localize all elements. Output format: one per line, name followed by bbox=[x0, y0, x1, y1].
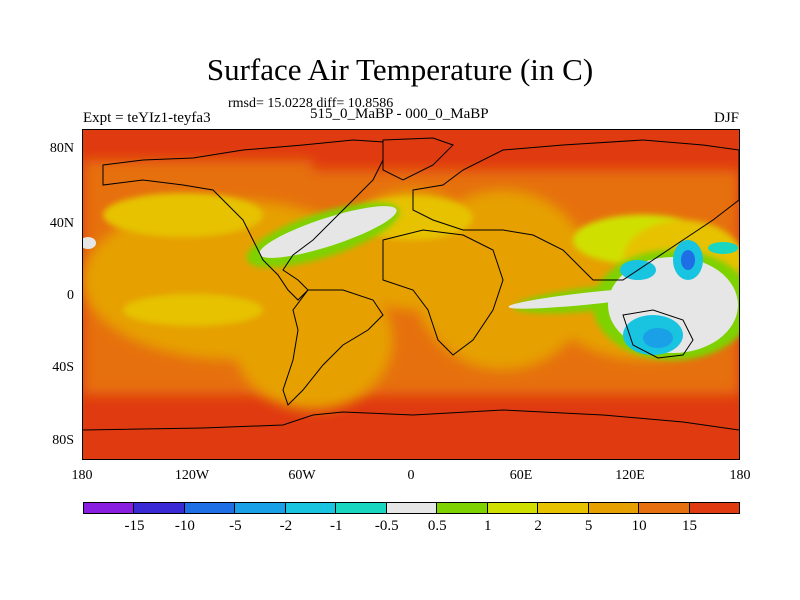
cyan-siberia bbox=[708, 242, 738, 254]
colorbar-label: 10 bbox=[631, 518, 647, 534]
colorbar-swatch bbox=[688, 502, 741, 514]
colorbar-label: 2 bbox=[534, 518, 542, 534]
y-tick-label: 80N bbox=[49, 141, 74, 156]
x-tick-label: 180 bbox=[71, 468, 93, 483]
colorbar bbox=[83, 502, 741, 514]
yellow-pacific-south bbox=[123, 294, 263, 326]
blue-australia bbox=[643, 328, 673, 348]
white-pacific-dot bbox=[83, 237, 96, 249]
colorbar-label: 5 bbox=[584, 518, 593, 534]
coast-eurasia bbox=[412, 139, 739, 281]
gold-south bbox=[233, 270, 393, 410]
colorbar-label: 0.5 bbox=[427, 518, 447, 534]
x-tick-label: 60W bbox=[288, 468, 316, 483]
coast-africa bbox=[382, 229, 504, 356]
white-north-america bbox=[259, 206, 397, 258]
colorbar-swatch bbox=[335, 502, 387, 514]
colorbar-swatch bbox=[587, 502, 640, 514]
colorbar-label: -0.5 bbox=[374, 518, 399, 534]
coast-australia bbox=[622, 309, 694, 359]
coast-antarctica bbox=[83, 409, 739, 431]
colorbar-swatch bbox=[284, 502, 337, 514]
colorbar-label: -2 bbox=[279, 518, 293, 534]
coast-greenland bbox=[382, 137, 454, 181]
colorbar-swatch bbox=[183, 502, 236, 514]
colorbar-swatch bbox=[638, 502, 690, 514]
coast-south-america bbox=[282, 289, 384, 406]
colorbar-label: -5 bbox=[229, 518, 242, 534]
colorbar-swatch bbox=[537, 502, 589, 514]
colorbar-label: 1 bbox=[483, 518, 492, 534]
season-text: DJF bbox=[713, 110, 739, 126]
y-tick-label: 40N bbox=[49, 216, 74, 231]
y-tick-label: 80S bbox=[52, 433, 74, 448]
temperature-map bbox=[82, 129, 740, 460]
orange-north-pacific bbox=[83, 160, 313, 200]
colorbar-swatch bbox=[385, 502, 438, 514]
colorbar-swatch bbox=[133, 502, 185, 514]
blue-east-asia bbox=[681, 250, 695, 270]
x-tick-label: 180 bbox=[729, 468, 751, 483]
plot-title: Surface Air Temperature (in C) bbox=[206, 52, 594, 87]
rmsd-text: rmsd= 15.0228 diff= 10.8586 bbox=[228, 96, 394, 111]
y-tick-label: 0 bbox=[67, 288, 74, 303]
x-tick-label: 0 bbox=[407, 468, 415, 483]
x-tick-label: 120E bbox=[615, 468, 645, 483]
colorbar-label: -10 bbox=[174, 518, 195, 534]
period-text: 515_0_MaBP - 000_0_MaBP bbox=[310, 106, 489, 122]
colorbar-swatch bbox=[234, 502, 286, 514]
colorbar-label: 15 bbox=[682, 518, 698, 534]
x-tick-label: 120W bbox=[174, 468, 210, 483]
y-tick-label: 40S bbox=[52, 360, 74, 375]
coast-north-america bbox=[102, 139, 384, 301]
x-tick-label: 60E bbox=[509, 468, 533, 483]
experiment-text: Expt = teYIz1-teyfa3 bbox=[83, 110, 211, 126]
colorbar-label: -15 bbox=[124, 518, 145, 534]
colorbar-label: -1 bbox=[330, 518, 343, 534]
colorbar-swatch bbox=[486, 502, 539, 514]
yellow-pacific-north bbox=[103, 193, 263, 237]
colorbar-swatch bbox=[436, 502, 488, 514]
colorbar-swatch bbox=[83, 502, 135, 514]
